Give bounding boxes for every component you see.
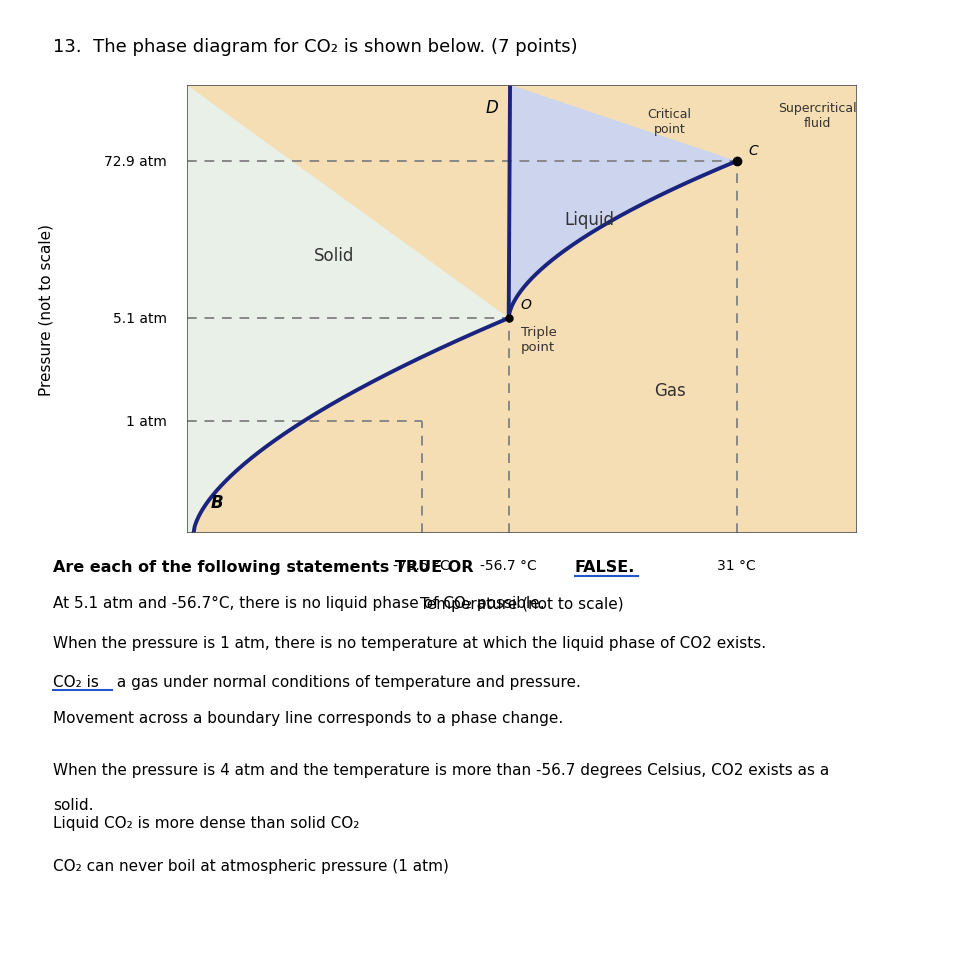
Text: -78.5 °C: -78.5 °C xyxy=(393,558,450,573)
Text: 13.  The phase diagram for CO₂ is shown below. (7 points): 13. The phase diagram for CO₂ is shown b… xyxy=(53,38,578,56)
Text: FALSE.: FALSE. xyxy=(575,559,635,575)
Text: At 5.1 atm and -56.7°C, there is no liquid phase of CO₂ possible.: At 5.1 atm and -56.7°C, there is no liqu… xyxy=(53,596,544,611)
Text: CO₂ can never boil at atmospheric pressure (1 atm): CO₂ can never boil at atmospheric pressu… xyxy=(53,858,448,873)
Text: Gas: Gas xyxy=(653,381,686,399)
Text: D: D xyxy=(486,99,498,117)
Text: Liquid CO₂ is more dense than solid CO₂: Liquid CO₂ is more dense than solid CO₂ xyxy=(53,815,359,830)
Text: Solid: Solid xyxy=(314,247,354,265)
Text: Supercritical
fluid: Supercritical fluid xyxy=(778,101,856,130)
Text: Liquid: Liquid xyxy=(564,212,614,229)
Text: When the pressure is 1 atm, there is no temperature at which the liquid phase of: When the pressure is 1 atm, there is no … xyxy=(53,636,765,651)
Text: CO₂ is: CO₂ is xyxy=(53,675,99,690)
Text: a gas under normal conditions of temperature and pressure.: a gas under normal conditions of tempera… xyxy=(112,675,581,690)
Text: -56.7 °C: -56.7 °C xyxy=(480,558,537,573)
Text: 72.9 atm: 72.9 atm xyxy=(103,155,167,169)
Text: Pressure (not to scale): Pressure (not to scale) xyxy=(38,224,54,395)
Text: solid.: solid. xyxy=(53,798,93,813)
Text: 1 atm: 1 atm xyxy=(125,415,167,429)
Text: Critical
point: Critical point xyxy=(648,109,692,136)
Text: O: O xyxy=(521,298,532,312)
Text: B: B xyxy=(210,494,223,512)
Text: C: C xyxy=(749,144,759,157)
Polygon shape xyxy=(509,86,737,318)
Text: Temperature (not to scale): Temperature (not to scale) xyxy=(421,597,624,612)
Polygon shape xyxy=(187,86,510,534)
Text: 31 °C: 31 °C xyxy=(718,558,756,573)
Text: When the pressure is 4 atm and the temperature is more than -56.7 degrees Celsiu: When the pressure is 4 atm and the tempe… xyxy=(53,762,829,778)
Text: Are each of the following statements TRUE OR: Are each of the following statements TRU… xyxy=(53,559,479,575)
Text: Movement across a boundary line corresponds to a phase change.: Movement across a boundary line correspo… xyxy=(53,710,563,725)
Text: 5.1 atm: 5.1 atm xyxy=(113,312,167,326)
Text: Triple
point: Triple point xyxy=(521,325,557,354)
